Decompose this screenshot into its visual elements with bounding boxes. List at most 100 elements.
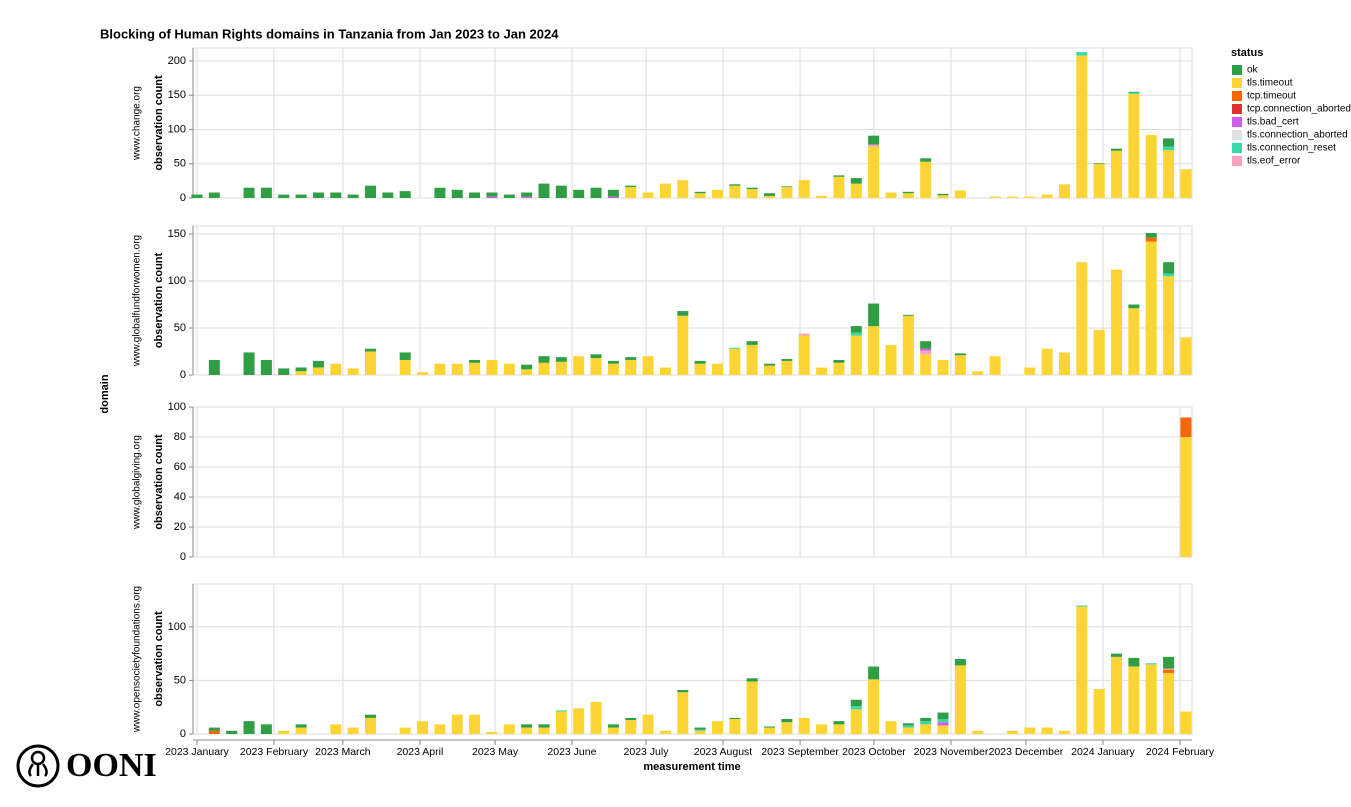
legend-swatch	[1232, 130, 1242, 140]
bar-segment	[538, 724, 550, 728]
bar-segment	[954, 355, 966, 375]
bar-segment	[521, 727, 533, 734]
bar-segment	[347, 727, 359, 734]
bar-segment	[590, 358, 602, 375]
bar-segment	[1111, 653, 1123, 657]
bar-segment	[1093, 163, 1105, 198]
bar-segment	[902, 315, 914, 375]
legend-swatch	[1232, 117, 1242, 127]
bar-segment	[885, 192, 897, 198]
bar-segment	[607, 724, 619, 728]
bar-segment	[954, 659, 966, 666]
bar-segment	[868, 303, 880, 327]
bar-segment	[920, 158, 932, 162]
bar-segment	[694, 363, 706, 375]
bar-segment	[1128, 93, 1140, 198]
bar-segment	[920, 721, 932, 725]
x-tick-label: 2023 January	[165, 746, 229, 758]
x-tick-label: 2023 October	[842, 746, 906, 758]
bar-segment	[1006, 730, 1018, 734]
bar-segment	[868, 679, 880, 734]
bar-segment	[538, 727, 550, 734]
bar-segment	[1145, 233, 1157, 238]
x-axis-label: measurement time	[643, 761, 740, 773]
bar-segment	[278, 194, 290, 198]
bar-segment	[521, 364, 533, 370]
bar-segment	[625, 357, 637, 360]
bar-segment	[1163, 668, 1175, 670]
y-tick-label: 150	[168, 228, 186, 240]
bar-segment	[694, 729, 706, 731]
bar-segment	[399, 191, 411, 198]
y-tick-label: 0	[180, 551, 186, 563]
bar-segment	[417, 721, 429, 734]
bar-segment	[555, 361, 567, 375]
bar-segment	[1163, 672, 1175, 734]
bar-segment	[885, 721, 897, 734]
facet-label: www.globalgiving.org	[132, 435, 143, 530]
bar-segment	[729, 348, 741, 375]
bar-segment	[868, 135, 880, 145]
bar-segment	[937, 725, 949, 734]
bar-segment	[711, 189, 723, 198]
bar-segment	[833, 724, 845, 734]
bar-segment	[1145, 664, 1157, 734]
bar-segment	[816, 195, 828, 198]
bar-segment	[503, 724, 515, 734]
legend-label: tcp.timeout	[1247, 91, 1296, 102]
bar-segment	[781, 719, 793, 723]
bar-segment	[920, 724, 932, 734]
bar-segment	[1076, 55, 1088, 199]
bar-segment	[729, 185, 741, 198]
bar-segment	[1093, 329, 1105, 375]
bar-segment	[902, 723, 914, 726]
bar-segment	[590, 701, 602, 734]
bar-segment	[920, 717, 932, 722]
bar-segment	[798, 333, 810, 336]
bar-segment	[382, 192, 394, 198]
bar-segment	[625, 187, 637, 198]
y-axis-label: observation count	[153, 611, 165, 707]
bar-segment	[868, 144, 880, 147]
bar-segment	[625, 717, 637, 721]
bar-segment	[833, 359, 845, 363]
bar-segment	[451, 363, 463, 375]
bar-segment	[434, 187, 446, 198]
bar-segment	[746, 678, 758, 682]
bar-segment	[954, 665, 966, 734]
x-tick-label: 2024 February	[1146, 746, 1215, 758]
bar-segment	[521, 196, 533, 198]
x-tick-label: 2024 January	[1071, 746, 1135, 758]
legend-label: ok	[1247, 65, 1259, 76]
bar-segment	[850, 335, 862, 375]
logo-legs	[28, 763, 48, 777]
bar-segment	[781, 722, 793, 734]
x-tick-label: 2023 July	[624, 746, 670, 758]
x-tick-label: 2023 May	[472, 746, 519, 758]
bar-segment	[555, 357, 567, 362]
bar-segment	[1163, 669, 1175, 673]
bar-segment	[625, 359, 637, 375]
bar-segment	[1163, 146, 1175, 151]
bar-segment	[764, 726, 776, 728]
bar-segment	[1180, 711, 1192, 734]
bar-segment	[399, 359, 411, 375]
bar-segment	[208, 359, 220, 375]
bar-segment	[451, 714, 463, 734]
bar-segment	[677, 690, 689, 693]
bar-segment	[868, 146, 880, 198]
bar-segment	[347, 368, 359, 375]
bar-segment	[451, 189, 463, 198]
facet-label: www.opensocietyfoundations.org	[132, 586, 143, 733]
bar-segment	[729, 719, 741, 734]
bar-segment	[469, 362, 481, 375]
bar-segment	[972, 371, 984, 375]
bar-segment	[486, 359, 498, 375]
x-tick-label: 2023 December	[989, 746, 1064, 758]
bar-segment	[920, 354, 932, 375]
bar-segment	[607, 363, 619, 375]
bar-segment	[295, 727, 307, 734]
bar-segment	[850, 332, 862, 336]
bar-segment	[1163, 138, 1175, 147]
